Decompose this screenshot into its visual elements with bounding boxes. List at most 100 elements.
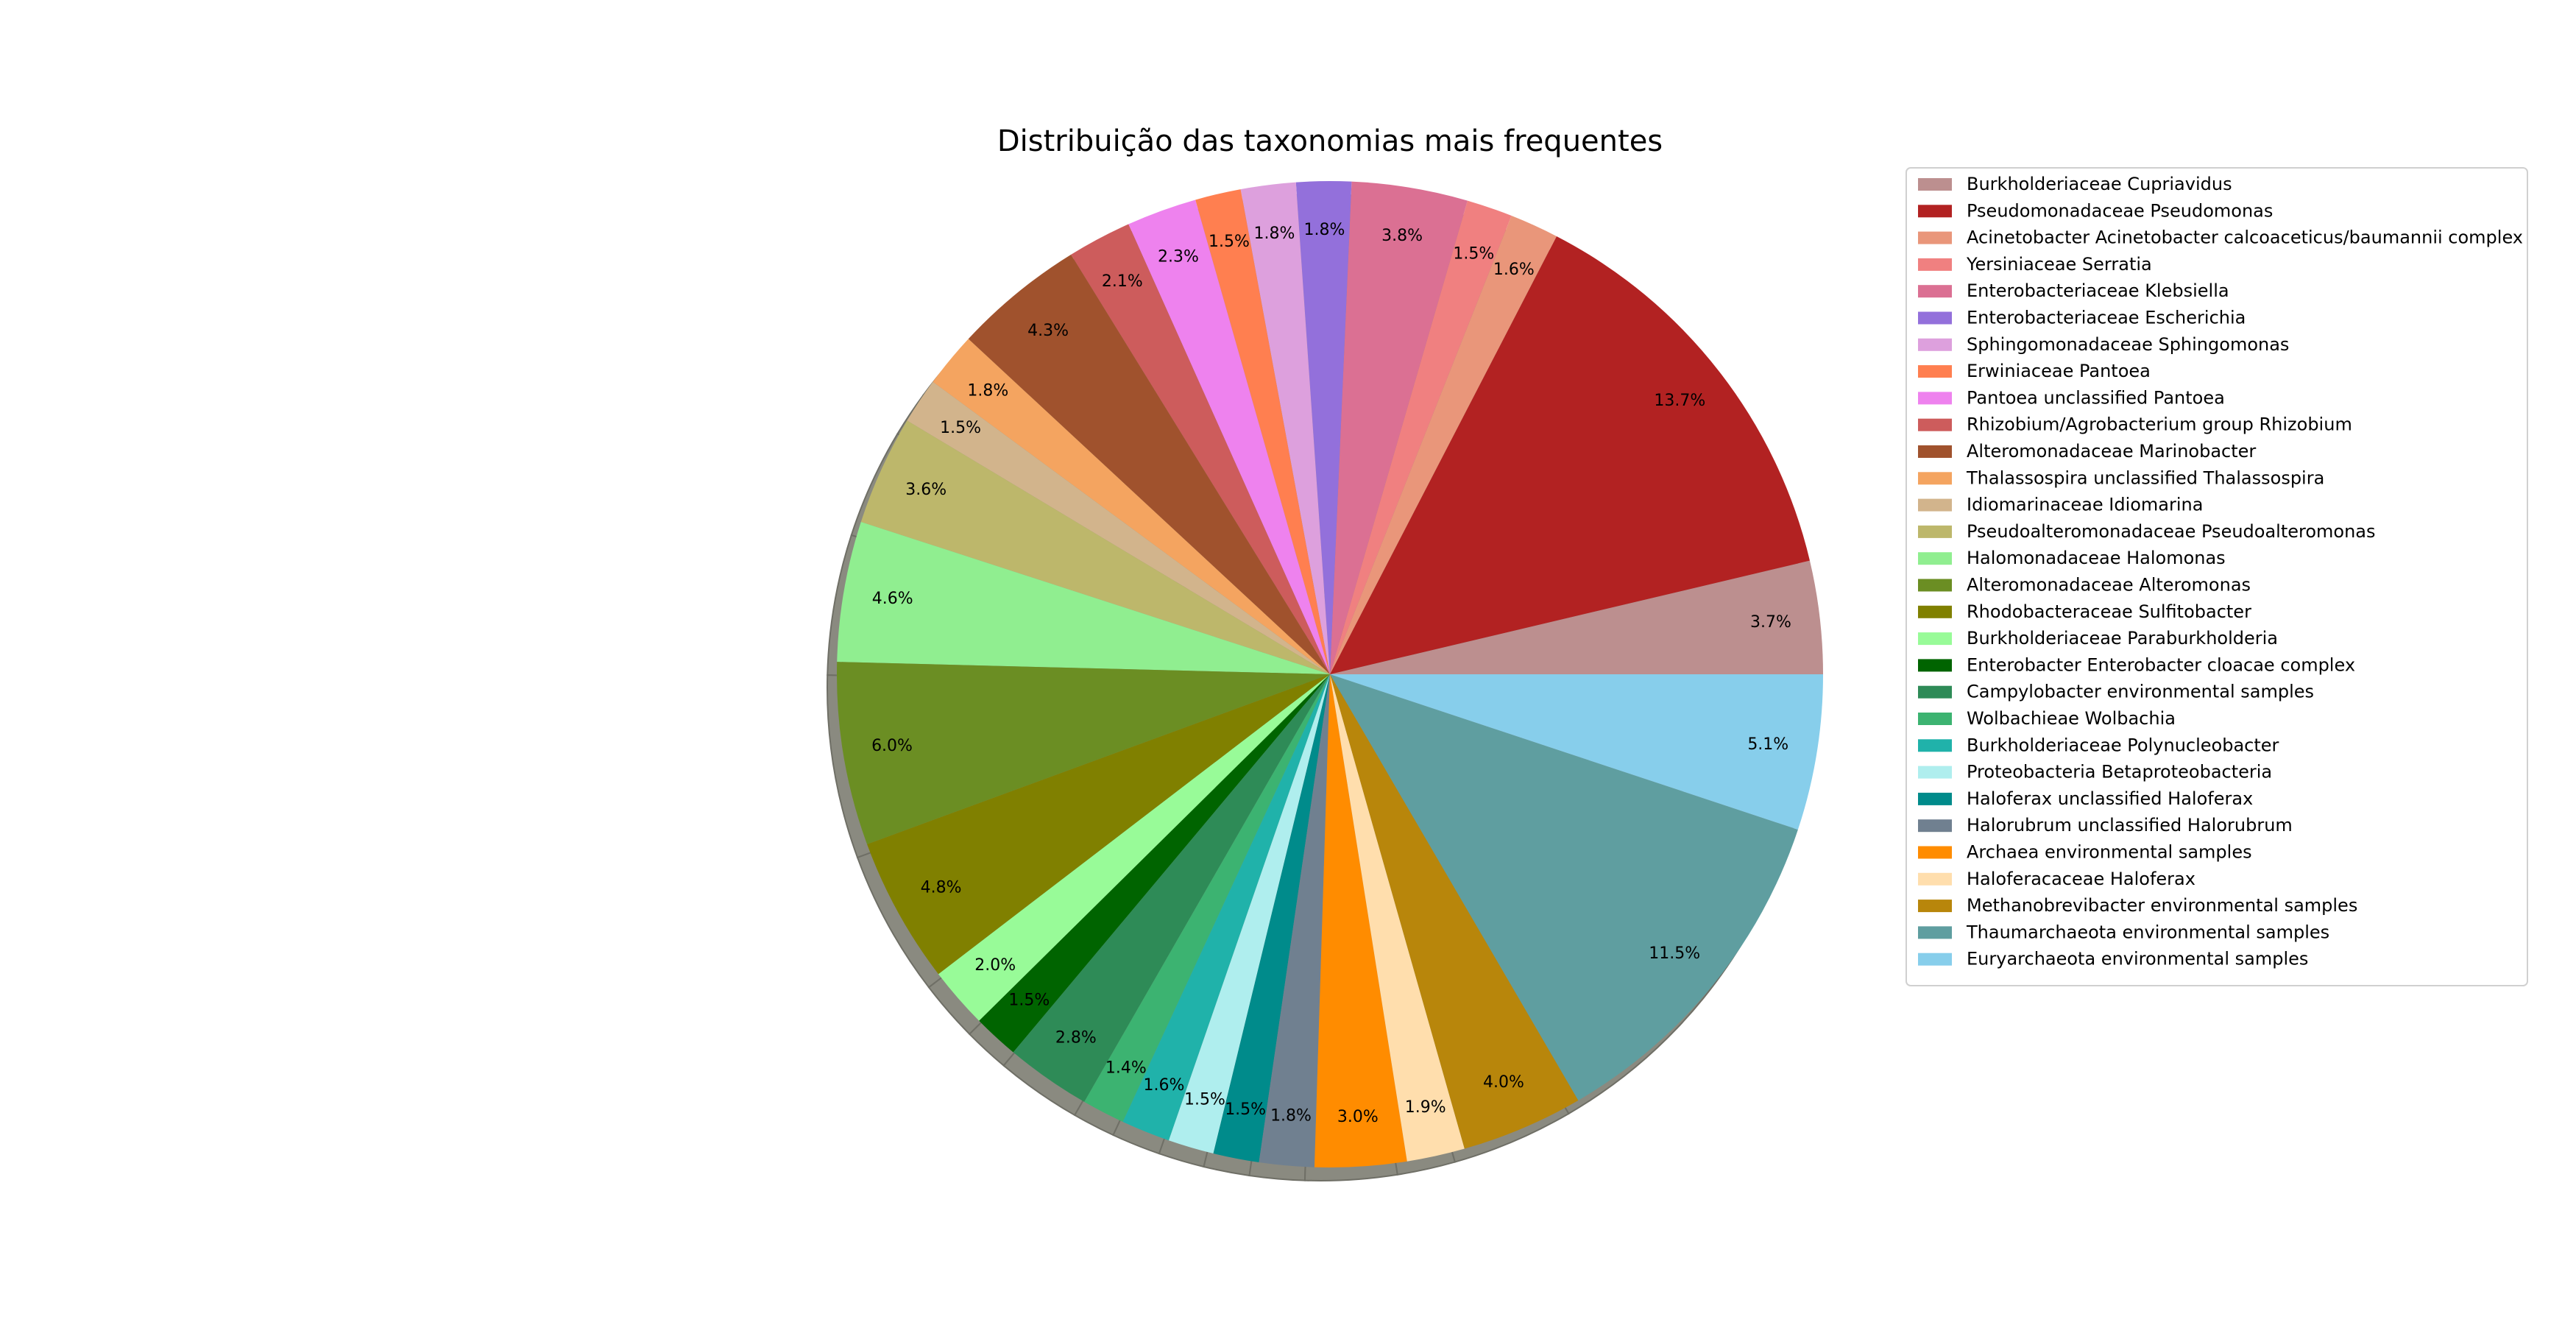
legend-swatch [1918,311,1952,325]
legend-entry-label: Halorubrum unclassified Halorubrum [1967,815,2293,835]
pie-slice [1295,181,1352,674]
pie-slice [1128,199,1330,674]
slice-percent-label: 4.0% [1483,1073,1524,1092]
legend-swatch [1918,819,1952,833]
slice-percent-label: 1.8% [1270,1107,1312,1126]
legend-swatch [1918,285,1952,298]
slice-percent-label: 2.0% [974,956,1016,975]
pie-slice [1071,224,1330,674]
legend-swatch [1918,178,1952,191]
legend-swatch [1918,605,1952,618]
pie-slice [1330,236,1810,674]
slice-percent-label: 1.8% [967,382,1008,400]
legend-entry-label: Haloferax unclassified Haloferax [1967,788,2253,809]
legend-swatch [1918,525,1952,538]
legend-swatch [1918,953,1952,966]
legend-entry-label: Enterobacter Enterobacter cloacae comple… [1967,654,2355,675]
legend-entry-label: Burkholderiaceae Cupriavidus [1967,174,2232,194]
legend-swatch [1918,926,1952,939]
legend-entry-label: Pseudoalteromonadaceae Pseudoalteromonas [1967,521,2376,542]
legend-entry-label: Burkholderiaceae Polynucleobacter [1967,735,2279,755]
legend-entry-label: Alteromonadaceae Marinobacter [1967,441,2256,462]
pie-labels: 3.7%13.7%1.6%1.5%3.8%1.8%1.8%1.5%2.3%2.1… [871,221,1791,1126]
legend-swatch [1918,498,1952,512]
legend-entry-label: Enterobacteriaceae Klebsiella [1967,280,2229,301]
slice-percent-label: 4.3% [1027,322,1069,340]
legend-swatch [1918,900,1952,913]
slice-percent-label: 3.8% [1381,227,1423,245]
pie-slice [1330,181,1468,674]
slice-percent-label: 2.1% [1102,272,1143,291]
pie-slice [1330,674,1465,1162]
slice-percent-label: 4.8% [921,878,962,897]
legend-swatch [1918,392,1952,405]
legend-swatch [1918,205,1952,218]
legend-swatch [1918,418,1952,431]
slice-percent-label: 3.0% [1337,1108,1379,1126]
slice-percent-label: 1.8% [1303,221,1345,239]
pie-slice [1122,674,1330,1141]
legend-entry-label: Haloferacaceae Haloferax [1967,869,2195,889]
pie-slice [1213,674,1330,1163]
legend-swatch [1918,739,1952,752]
legend-entry-label: Erwiniaceae Pantoea [1967,361,2151,381]
legend-entry-label: Acinetobacter Acinetobacter calcoaceticu… [1967,227,2523,248]
pie-slice [1195,189,1330,675]
slice-percent-label: 1.5% [1209,233,1250,251]
legend-swatch [1918,365,1952,378]
pie-slice [1240,182,1330,675]
pie-slice [1168,674,1330,1153]
slice-percent-label: 1.5% [1225,1100,1266,1119]
legend-entry-label: Enterobacteriaceae Escherichia [1967,308,2246,328]
pie-slice [837,662,1330,844]
pie-slice [907,381,1330,674]
legend-entry-label: Rhizobium/Agrobacterium group Rhizobium [1967,414,2352,435]
legend-entry-label: Wolbachieae Wolbachia [1967,708,2176,729]
pie-slice [1013,674,1330,1102]
legend-entry-label: Pantoea unclassified Pantoea [1967,387,2225,408]
legend-swatch [1918,472,1952,485]
legend-swatch [1918,685,1952,699]
slice-percent-label: 6.0% [871,737,913,755]
legend-entry-label: Methanobrevibacter environmental samples [1967,895,2357,916]
pie-slice [968,254,1330,674]
legend-swatch [1918,766,1952,779]
legend-swatch [1918,445,1952,458]
legend: Burkholderiaceae Cupriavidus Pseudomonada… [1906,167,2528,986]
pie-slice [1330,200,1512,674]
legend-entry-label: Rhodobacteraceae Sulfitobacter [1967,601,2251,622]
slice-percent-label: 1.6% [1144,1076,1185,1095]
legend-entry-label: Sphingomonadaceae Sphingomonas [1967,334,2289,355]
legend-entry-label: Alteromonadaceae Alteromonas [1967,575,2251,596]
legend-entry-label: Euryarchaeota environmental samples [1967,949,2308,969]
pie-slice [933,339,1330,674]
pie-slice [1330,674,1579,1149]
slice-percent-label: 5.1% [1747,735,1788,754]
legend-swatch [1918,338,1952,351]
slice-percent-label: 13.7% [1654,392,1705,410]
pie-slice [1259,674,1330,1167]
pie-slice [860,420,1330,674]
pie-slice [938,674,1330,1021]
pie-slice [837,521,1330,674]
pie-slice [979,674,1330,1053]
slice-percent-label: 1.5% [1453,245,1494,264]
slice-percent-label: 3.6% [905,481,946,499]
legend-entry-label: Burkholderiaceae Paraburkholderia [1967,628,2278,649]
slice-percent-label: 4.6% [872,590,913,608]
legend-swatch [1918,632,1952,646]
slice-percent-label: 1.6% [1493,261,1535,279]
slice-percent-label: 3.7% [1750,613,1791,632]
slice-percent-label: 2.8% [1055,1028,1097,1047]
slice-percent-label: 1.5% [1184,1091,1225,1109]
legend-swatch [1918,792,1952,805]
pie-slice [867,674,1330,975]
legend-entry-label: Thaumarchaeota environmental samples [1966,922,2329,942]
slice-percent-label: 2.3% [1158,247,1199,266]
legend-entry-label: Proteobacteria Betaproteobacteria [1967,762,2272,782]
slice-percent-label: 11.5% [1649,944,1700,963]
legend-frame [1906,167,2528,986]
legend-swatch [1918,258,1952,271]
pie-slice [1314,674,1407,1167]
